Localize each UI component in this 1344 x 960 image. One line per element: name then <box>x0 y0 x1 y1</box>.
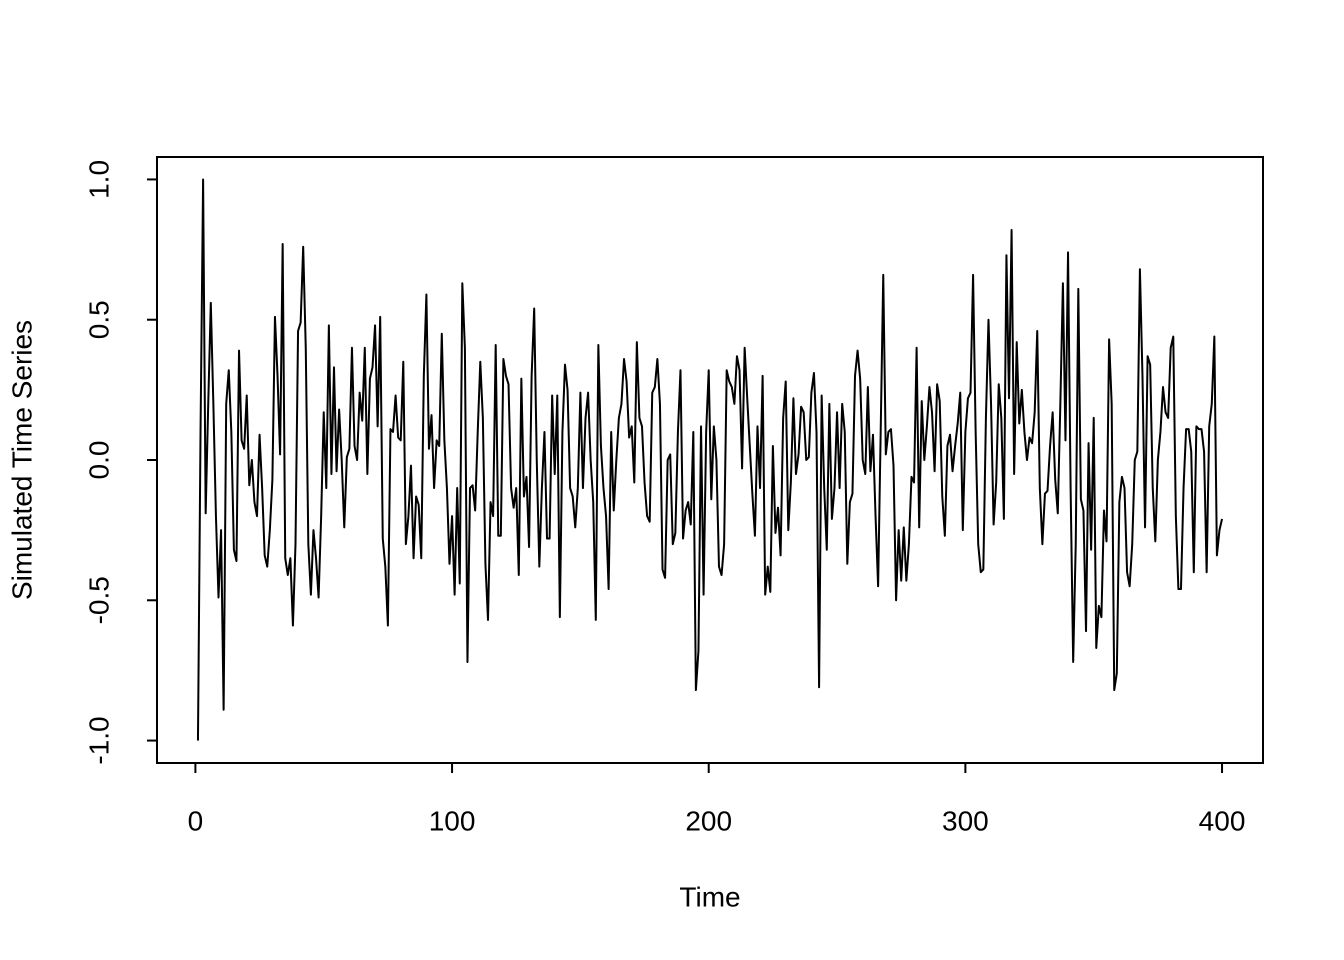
x-tick-label: 0 <box>188 805 204 836</box>
x-tick-label: 400 <box>1199 805 1246 836</box>
x-tick-label: 100 <box>429 805 476 836</box>
y-tick-label: 0.5 <box>83 300 114 339</box>
x-axis-title: Time <box>679 881 740 912</box>
y-axis-title: Simulated Time Series <box>6 320 37 600</box>
y-tick-label: -1.0 <box>83 716 114 764</box>
y-tick-label: 1.0 <box>83 160 114 199</box>
y-tick-label: 0.0 <box>83 441 114 480</box>
y-tick-label: -0.5 <box>83 576 114 624</box>
x-tick-label: 300 <box>942 805 989 836</box>
x-tick-label: 200 <box>685 805 732 836</box>
series-line <box>196 178 1224 741</box>
